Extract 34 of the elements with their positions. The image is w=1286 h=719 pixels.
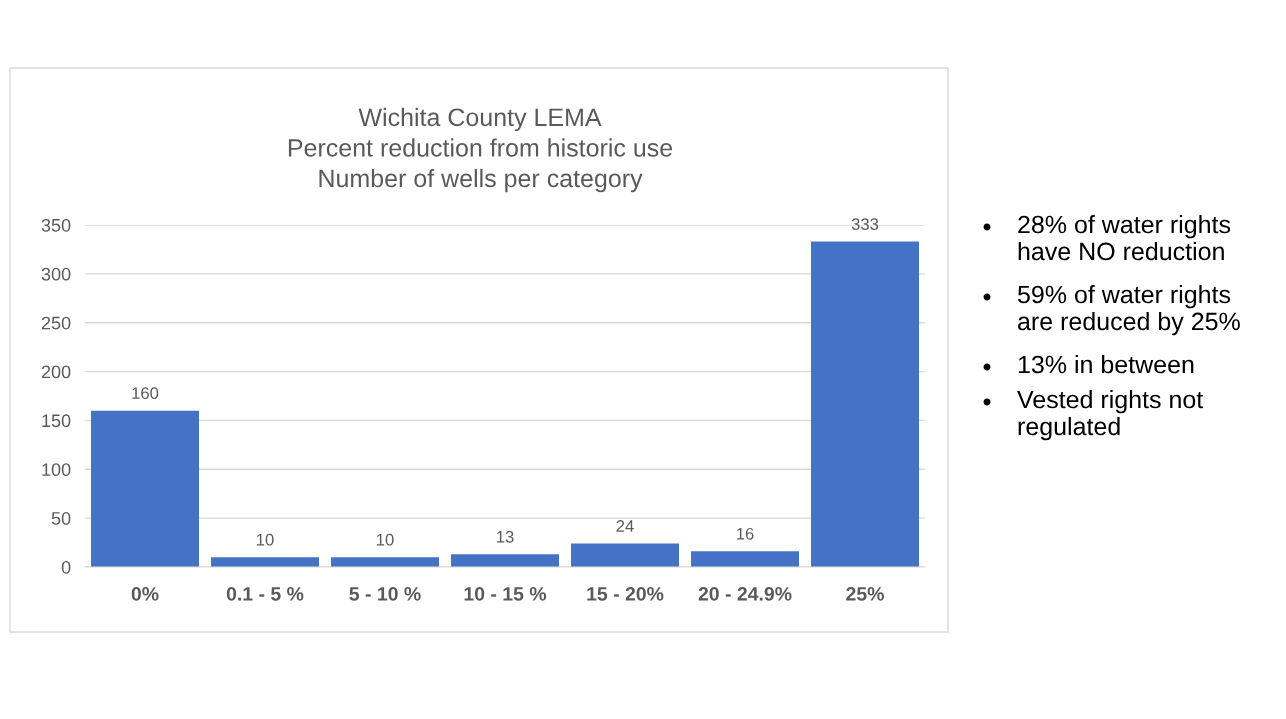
x-tick-label: 25% <box>846 586 884 601</box>
data-label: 10 <box>257 533 274 546</box>
text: 28% of water rights have NO reduction <box>1018 215 1231 261</box>
data-label: 13 <box>497 530 514 543</box>
bar <box>811 241 919 567</box>
chart-title: Wichita County LEMA Percent reduction from historic use Number of wells per category <box>288 107 673 193</box>
text: 59% of water rights are reduced by 25% <box>1018 285 1240 336</box>
y-tick-label: 50 <box>51 512 71 525</box>
bar <box>691 551 799 567</box>
data-label: 333 <box>851 218 879 230</box>
x-tick-label: 20 - 24.9% <box>698 586 792 601</box>
x-tick-label: 0% <box>131 586 159 601</box>
bar <box>331 557 439 567</box>
text: 13% in between <box>1018 355 1194 374</box>
bar <box>571 543 679 567</box>
x-tick-label: 5 - 10 % <box>349 586 421 601</box>
x-tick-label: 10 - 15 % <box>464 586 547 601</box>
y-tick-label: 200 <box>41 365 71 379</box>
data-label: 24 <box>616 520 634 532</box>
y-tick-label: 150 <box>42 414 71 428</box>
bar <box>211 557 319 567</box>
y-tick-label: 350 <box>41 218 71 232</box>
data-label: 10 <box>377 533 394 546</box>
y-tick-label: 100 <box>42 463 71 477</box>
data-label: 16 <box>737 527 754 540</box>
x-tick-label: 0.1 - 5 % <box>226 586 304 601</box>
bar <box>451 554 559 567</box>
y-tick-label: 0 <box>61 560 71 574</box>
data-label: 160 <box>132 387 159 400</box>
y-tick-label: 250 <box>41 316 71 330</box>
y-tick-label: 300 <box>41 267 71 281</box>
text: Vested rights not regulated <box>1017 390 1204 441</box>
x-tick-label: 15 - 20% <box>587 586 664 601</box>
bar <box>91 410 199 567</box>
